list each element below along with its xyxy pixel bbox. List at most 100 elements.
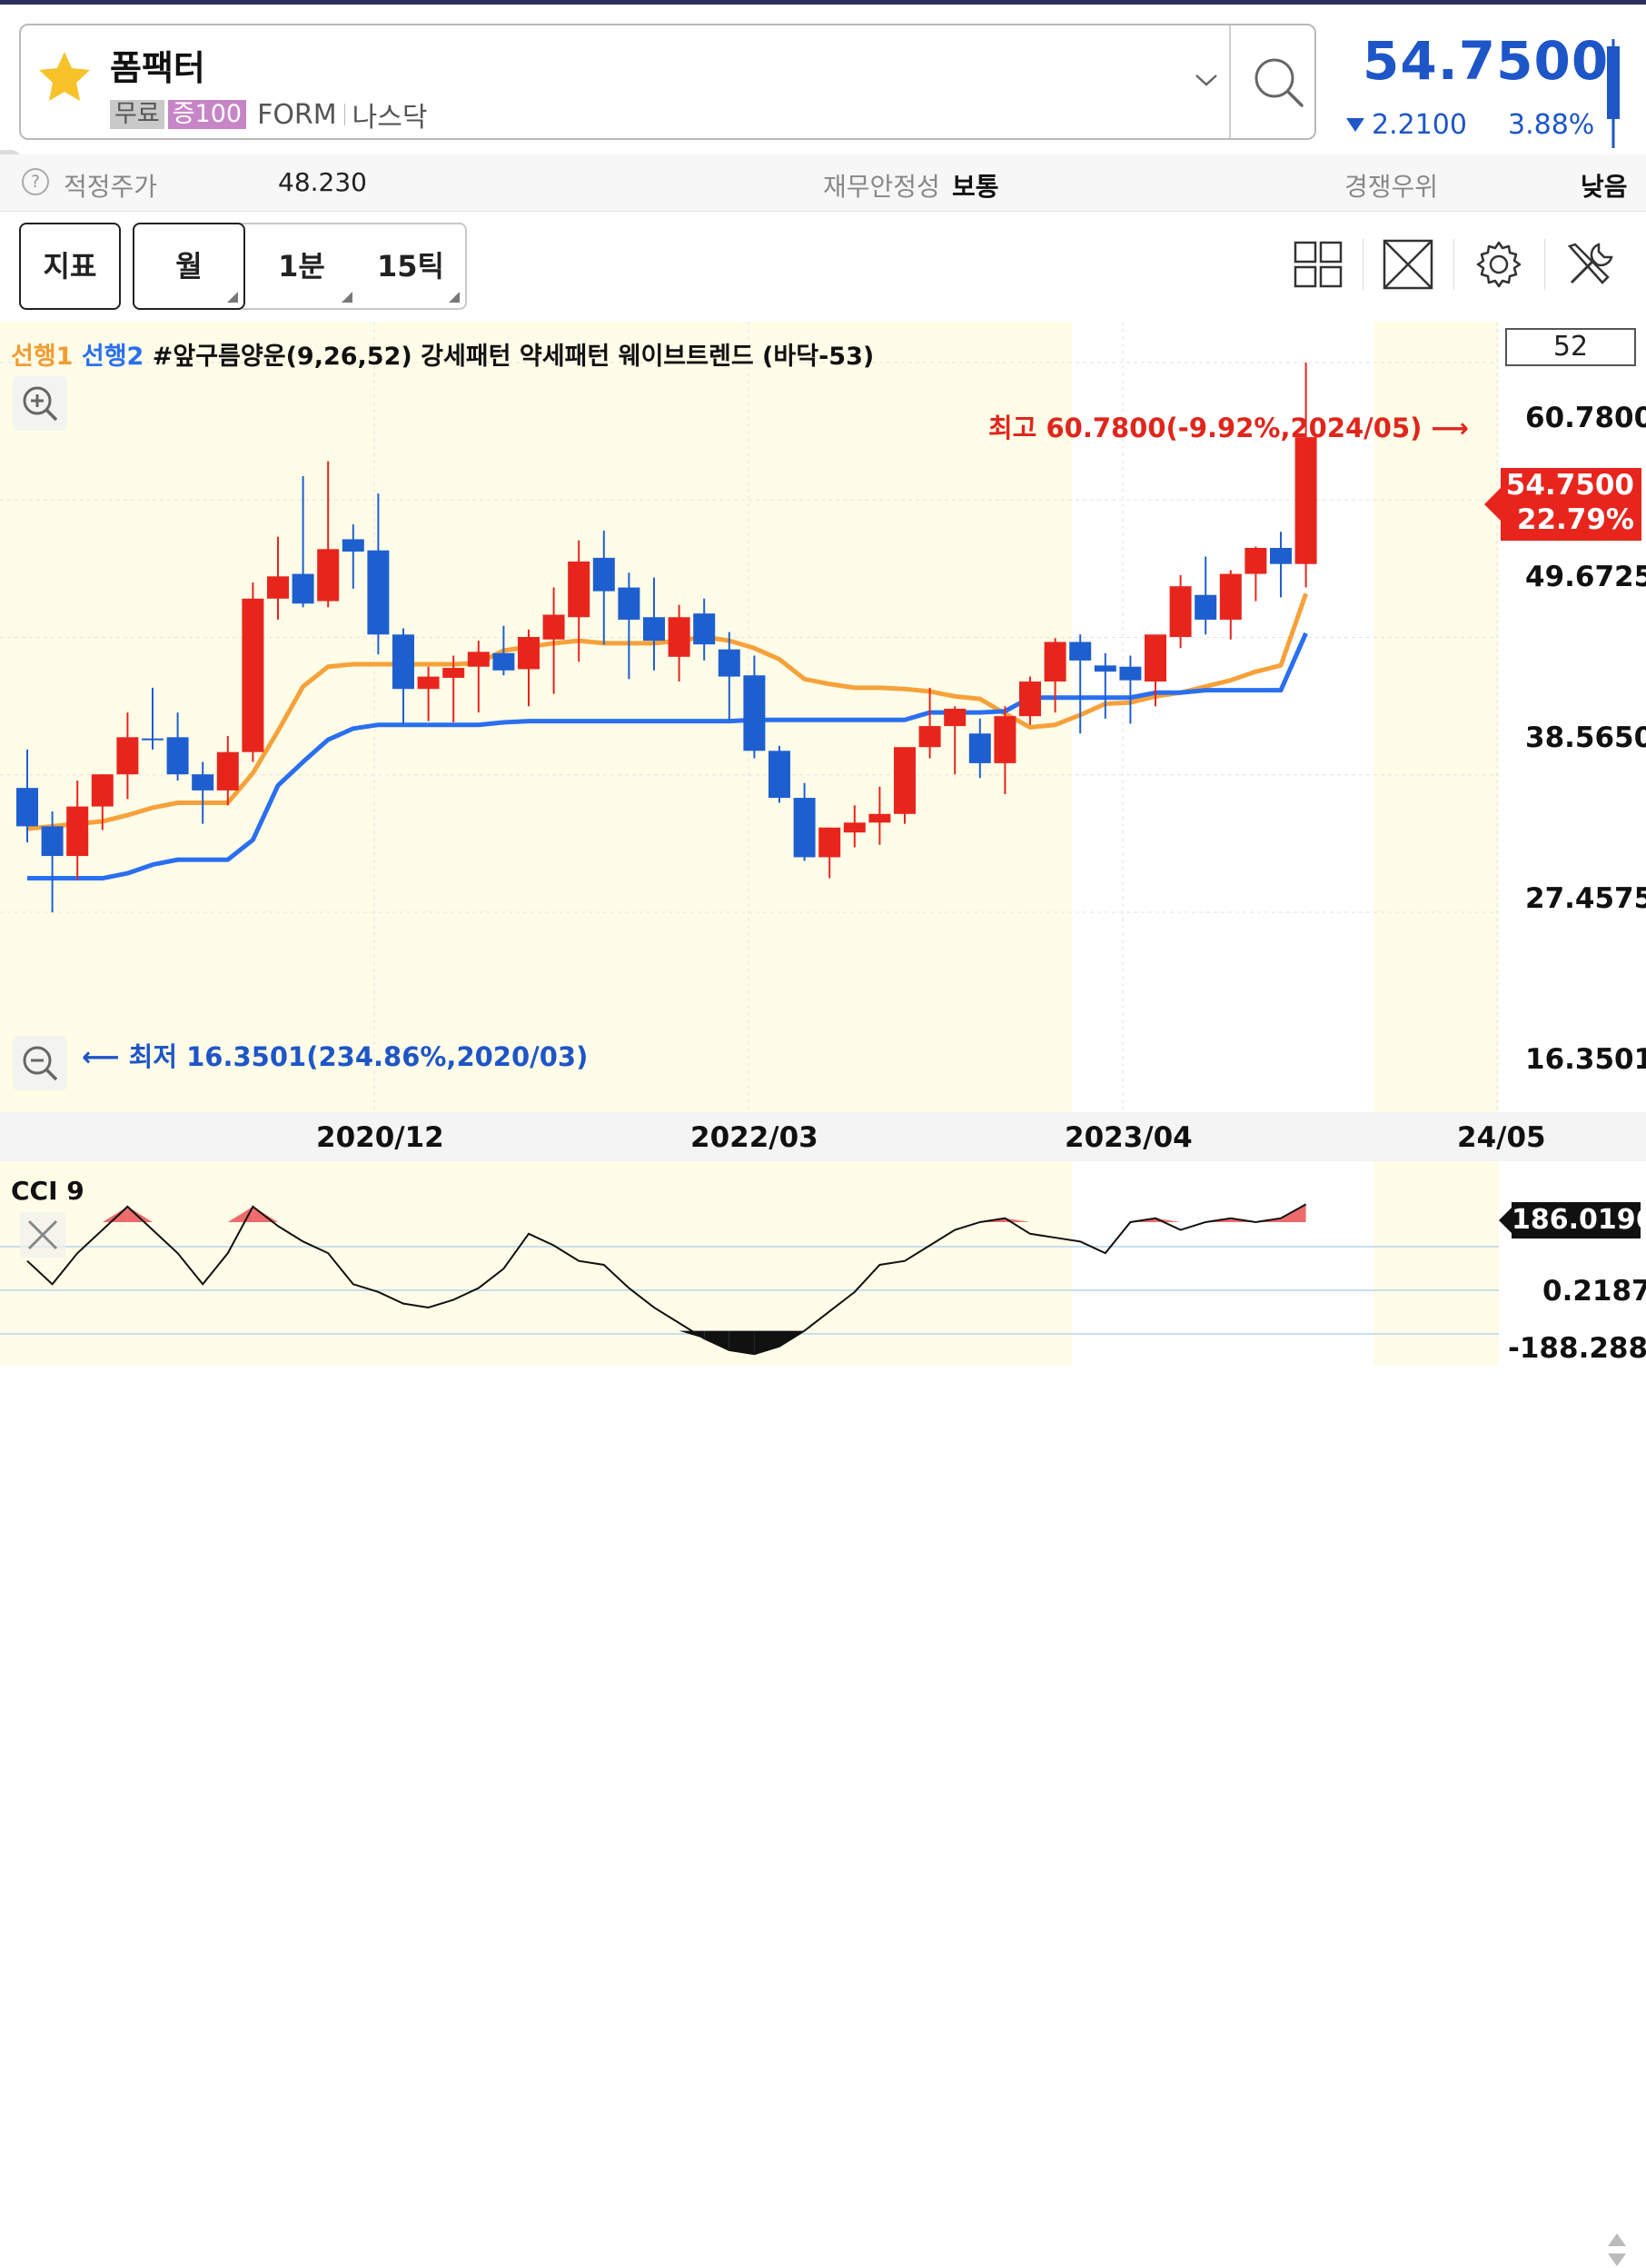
price-tick-1: 60.7800 [1525, 402, 1646, 434]
candle-body [16, 788, 38, 827]
star-icon[interactable] [37, 49, 92, 104]
settings-gear-icon[interactable] [1472, 237, 1526, 292]
current-price: 54.7500 [1363, 30, 1610, 92]
lead1-line [26, 592, 1308, 831]
chevron-down-icon[interactable] [1193, 66, 1220, 94]
period-15tick[interactable]: 15틱 [356, 224, 465, 308]
current-price-tag-pct: 22.79% [1516, 503, 1634, 536]
exchange-name: 나스닥 [352, 102, 428, 134]
price-change-value: 2.2100 [1372, 109, 1467, 141]
divider [1229, 25, 1231, 138]
cci-close-button[interactable] [20, 1212, 65, 1258]
time-tick-4: 24/05 [1457, 1121, 1546, 1154]
cci-extreme-fill [729, 1330, 755, 1355]
candle-body [1094, 665, 1116, 672]
candle-body [492, 652, 515, 671]
time-tick-2: 2022/03 [690, 1121, 818, 1154]
zoom-out-button[interactable] [13, 1036, 67, 1090]
candle-body [568, 561, 590, 618]
time-tick-3: 2023/04 [1065, 1121, 1193, 1154]
candle-body [1294, 437, 1317, 564]
candle-body [292, 573, 314, 604]
help-icon[interactable]: ? [22, 168, 49, 195]
time-axis[interactable]: 2020/12 2022/03 2023/04 24/05 [0, 1112, 1646, 2266]
zoom-in-button[interactable] [13, 376, 67, 431]
cci-extreme-fill [704, 1330, 729, 1350]
legend-indicator: #앞구름양운(9,26,52) 강세패턴 약세패턴 웨이브트렌드 (바닥-53) [152, 343, 875, 371]
candle-body [994, 716, 1016, 763]
candle-body [1244, 547, 1267, 574]
tag-free: 무료 [110, 100, 164, 129]
divider [1544, 239, 1545, 290]
cci-tick-low: -188.2886 [1508, 1332, 1646, 1365]
candle-body [968, 733, 991, 763]
chart-shade-region [1373, 322, 1499, 1112]
candle-body [693, 613, 716, 645]
candle-body [643, 617, 665, 642]
candle-body [894, 747, 916, 814]
price-chart[interactable] [0, 322, 1646, 1112]
period-1min[interactable]: 1분 [245, 224, 358, 308]
candle-body [1270, 547, 1292, 564]
candle-body [442, 668, 465, 678]
chart-legend: 선행1 선행2 #앞구름양운(9,26,52) 강세패턴 약세패턴 웨이브트렌드… [11, 336, 874, 372]
candle-body [342, 539, 364, 552]
period-input[interactable]: 52 [1505, 328, 1636, 366]
fullscreen-icon[interactable] [1381, 237, 1435, 292]
candle-body [1195, 594, 1217, 620]
indicator-button[interactable]: 지표 [19, 223, 121, 310]
divider [343, 104, 345, 125]
chart-toolbar: 지표 월 1분 15틱 [0, 212, 1646, 321]
candle-body [216, 751, 239, 791]
price-change: 2.2100 [1346, 109, 1467, 141]
cci-title: CCI 9 [11, 1176, 84, 1206]
candle-body [668, 617, 690, 657]
candle-body [944, 709, 967, 727]
cci-line [26, 1203, 1307, 1356]
chart-shade-region [0, 1161, 1072, 1366]
tools-icon[interactable] [1562, 237, 1617, 292]
stock-search-box[interactable]: 폼팩터 무료 증100 FORM 나스닥 [19, 24, 1316, 140]
competitive-label: 경쟁우위 [1344, 172, 1439, 202]
candle-body [142, 738, 164, 741]
fair-price-label: 적정주가 [64, 172, 158, 202]
chart-shade-region [1373, 1161, 1499, 1366]
stock-name: 폼팩터 [110, 48, 205, 88]
candle-body [718, 649, 740, 677]
cci-tick-mid: 0.2187 [1542, 1275, 1646, 1308]
fair-price-value: 48.230 [278, 167, 367, 197]
axis-scroll-icon[interactable] [1606, 2232, 1628, 2268]
candle-body [768, 751, 790, 799]
current-price-tag-value: 54.7500 [1505, 469, 1634, 502]
candle-body [542, 614, 565, 640]
period-monthly[interactable]: 월 [133, 223, 245, 310]
cci-chart[interactable] [0, 1161, 1646, 1366]
layout-grid-icon[interactable] [1292, 237, 1346, 292]
candle-body [66, 806, 89, 857]
tag-margin: 증100 [167, 100, 247, 129]
candle-body [868, 813, 891, 823]
candle-body [41, 826, 64, 857]
candle-body [417, 676, 440, 690]
candle-body [618, 587, 640, 620]
price-tick-4: 27.4575 [1525, 882, 1646, 915]
candle-body [1019, 681, 1041, 717]
stock-tags: 무료 증100 FORM 나스닥 [110, 98, 427, 134]
stock-header: 폼팩터 무료 증100 FORM 나스닥 54.7500 2.2100 3.88… [0, 5, 1646, 154]
zoom-out-icon [23, 1046, 58, 1081]
candle-body [843, 822, 866, 833]
mini-candle-icon [1607, 39, 1620, 148]
candle-body [743, 675, 766, 751]
ticker-symbol: FORM [257, 98, 337, 131]
candle-body [1069, 642, 1092, 661]
price-tick-3: 38.5650 [1525, 721, 1646, 754]
stability-label: 재무안정성 [823, 172, 940, 202]
candle-body [1119, 666, 1142, 681]
candle-body [392, 634, 414, 690]
close-icon [27, 1219, 58, 1250]
cci-current-tag: 186.0196 [1499, 1202, 1646, 1238]
candle-body [317, 549, 340, 602]
search-icon[interactable] [1247, 51, 1311, 114]
candle-body [1145, 634, 1166, 682]
candle-body [1219, 573, 1242, 620]
